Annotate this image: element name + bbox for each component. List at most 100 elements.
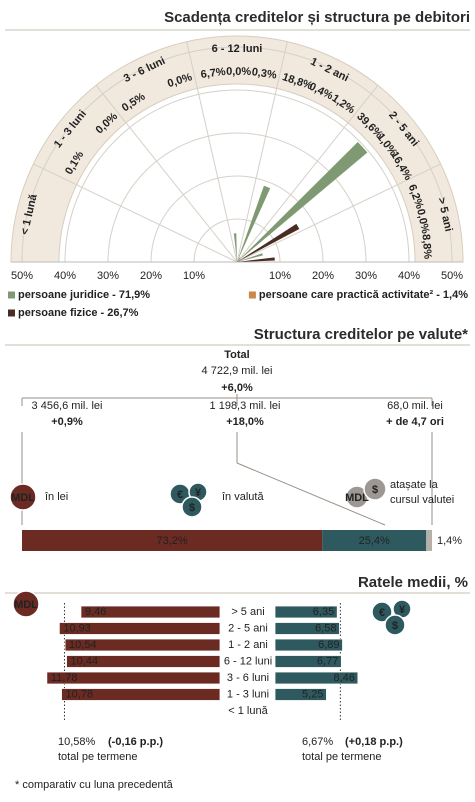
total-caption: total pe termene (58, 751, 138, 763)
branch-change: + de 4,7 ori (386, 416, 444, 428)
coin-icon (363, 477, 387, 501)
connector (236, 462, 386, 526)
r-tick-label: 50% (441, 270, 463, 282)
grid-circle (193, 218, 281, 263)
coin-text: MDL (14, 599, 38, 611)
category-label: 3 - 6 luni (227, 672, 269, 684)
legend-label: persoane juridice - 71,9% (18, 289, 150, 301)
wedge (237, 257, 275, 262)
wedge (237, 260, 238, 262)
value-label: 0,3% (251, 66, 278, 81)
r-tick-label: 20% (312, 270, 334, 282)
bar (274, 605, 338, 619)
branch-label: cursul valutei (390, 494, 454, 506)
sector-line (186, 41, 238, 263)
category-label: > 5 ani (231, 606, 264, 618)
coin-text: $ (392, 620, 398, 632)
bar (66, 655, 221, 668)
grid-circle (150, 175, 324, 263)
bar-label: 6,77 (317, 655, 338, 667)
legend-label: persoane care practică activitate² - 1,4… (259, 289, 468, 301)
bar-label: 6,58 (315, 622, 336, 634)
coin-text: $ (189, 502, 195, 514)
bar (274, 688, 327, 701)
category-label: < 1 lună (228, 705, 268, 717)
branch-label: în lei (44, 491, 68, 503)
total-value: 10,58% (58, 736, 96, 748)
section-title: Ratele medii, % (358, 574, 468, 591)
bar-label: 10,54 (69, 639, 97, 651)
category-label: 1 - 3 luni (227, 688, 269, 700)
coin-text: MDL (345, 492, 369, 504)
bar-label: 9,46 (85, 606, 106, 618)
coin-icon (9, 483, 37, 511)
branch-change: +18,0% (226, 416, 264, 428)
total-label: Total (224, 349, 249, 361)
coin-icon (384, 614, 406, 636)
branch-amount: 3 456,6 mil. lei (32, 400, 103, 412)
total-change: +6,0% (221, 382, 253, 394)
sector-line (236, 41, 288, 263)
wedge (237, 253, 263, 262)
bar-label: 10,78 (66, 688, 94, 700)
bar-label: 6,89 (318, 639, 339, 651)
legend-swatch (8, 309, 15, 317)
r-tick-label: 40% (398, 270, 420, 282)
branch-change: +0,9% (51, 416, 83, 428)
segment-label: 25,4% (359, 535, 390, 547)
bar-segment (426, 530, 432, 551)
bar (61, 688, 221, 701)
value-label: 6,7% (200, 66, 227, 81)
sector-line (33, 163, 238, 263)
sector-label: 6 - 12 luni (212, 43, 263, 55)
bar-segment (322, 530, 427, 551)
segment-label: 73,2% (156, 535, 187, 547)
sector-line (236, 84, 379, 263)
r-tick-label: 10% (269, 270, 291, 282)
r-tick-label: 50% (11, 270, 33, 282)
coin-text: ¥ (399, 604, 406, 616)
value-label: 0,0% (226, 66, 251, 78)
bar (274, 622, 340, 635)
rim-band (10, 35, 464, 263)
bar-label: 10,93 (63, 622, 91, 634)
chart-title: Scadența creditelor și structura pe debi… (164, 9, 470, 26)
bar-label: 6,35 (313, 606, 334, 618)
bar-label: 5,25 (302, 688, 323, 700)
total-value: 6,67% (302, 736, 333, 748)
r-tick-label: 30% (97, 270, 119, 282)
total-change: (-0,16 p.p.) (108, 736, 163, 748)
coin-text: ¥ (195, 487, 202, 499)
footnote: * comparativ cu luna precedentă (15, 779, 174, 791)
coin-text: € (379, 607, 385, 619)
category-label: 1 - 2 ani (228, 639, 268, 651)
bar (274, 655, 342, 668)
wedge (235, 260, 237, 262)
wedge (237, 223, 300, 262)
legend-swatch (248, 291, 256, 299)
wedge (233, 233, 237, 262)
value-label: 0,0% (414, 208, 431, 235)
bar (58, 622, 221, 635)
category-label: 2 - 5 ani (228, 622, 268, 634)
r-tick-label: 30% (355, 270, 377, 282)
legend-label: persoane fizice - 26,7% (18, 307, 139, 319)
segment-label: 1,4% (437, 535, 462, 547)
coin-icon (181, 496, 203, 518)
branch-label: în valută (221, 491, 264, 503)
category-label: 6 - 12 luni (224, 655, 272, 667)
r-tick-label: 40% (54, 270, 76, 282)
branch-amount: 68,0 mil. lei (387, 400, 443, 412)
bar (46, 671, 221, 685)
coin-text: $ (372, 484, 378, 496)
grid-circle (21, 46, 453, 263)
wedge (237, 185, 271, 262)
bar (274, 638, 343, 652)
bar (80, 605, 221, 619)
coin-icon (371, 601, 393, 623)
total-change: (+0,18 p.p.) (345, 736, 403, 748)
bar (274, 671, 359, 685)
legend-swatch (8, 291, 15, 299)
bar-label: 11,78 (51, 672, 78, 684)
